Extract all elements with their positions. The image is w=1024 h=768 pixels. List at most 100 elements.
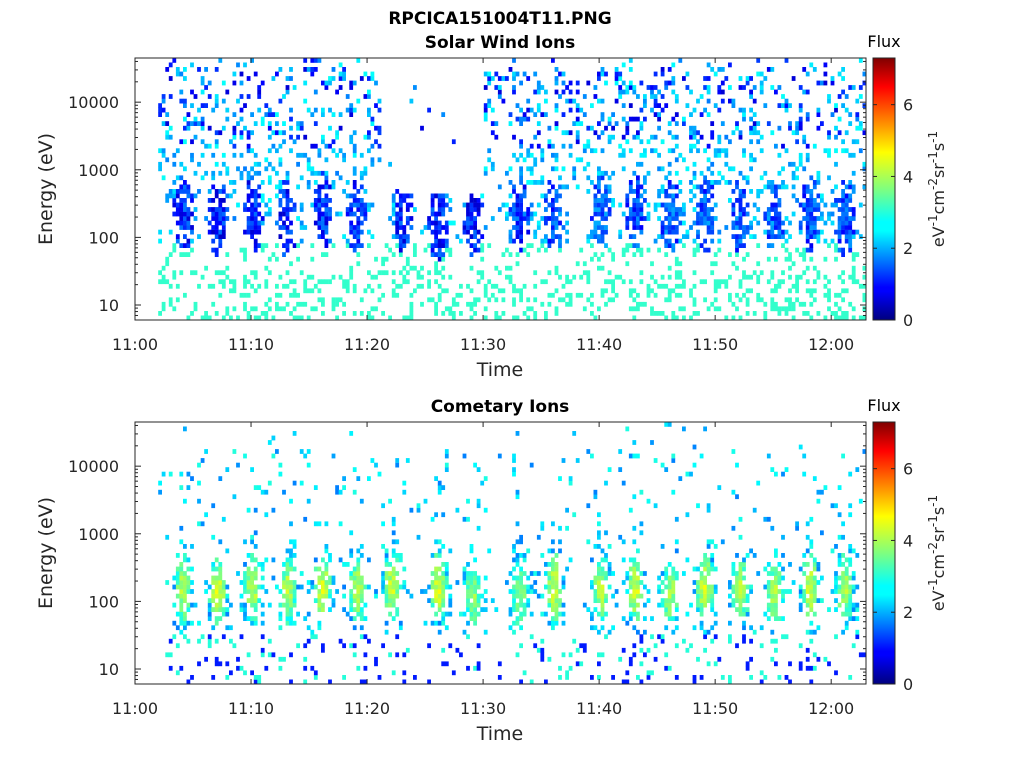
spectrogram-cell bbox=[352, 571, 357, 576]
spectrogram-cell bbox=[728, 675, 732, 680]
spectrogram-cell bbox=[437, 247, 442, 253]
spectrogram-cell bbox=[682, 638, 686, 644]
spectrogram-cell bbox=[745, 553, 750, 558]
spectrogram-cell bbox=[547, 548, 552, 554]
spectrogram-cell bbox=[812, 566, 817, 572]
spectrogram-cell bbox=[678, 306, 683, 312]
spectrogram-cell bbox=[324, 180, 329, 185]
spectrogram-cell bbox=[604, 480, 608, 486]
spectrogram-cell bbox=[285, 175, 290, 181]
spectrogram-cell bbox=[533, 161, 538, 167]
y-tick-label: 10 bbox=[99, 296, 119, 315]
spectrogram-cell bbox=[179, 575, 184, 581]
spectrogram-cell bbox=[175, 220, 180, 226]
spectrogram-cell bbox=[763, 566, 768, 572]
spectrogram-cell bbox=[359, 175, 364, 181]
spectrogram-cell bbox=[306, 638, 311, 644]
spectrogram-cell bbox=[423, 589, 428, 594]
spectrogram-cell bbox=[207, 220, 212, 226]
x-tick-label: 11:00 bbox=[112, 699, 158, 718]
spectrogram-cell bbox=[391, 234, 396, 239]
spectrogram-cell bbox=[204, 311, 208, 316]
spectrogram-cell bbox=[551, 557, 555, 563]
spectrogram-cell bbox=[568, 80, 573, 86]
spectrogram-cell bbox=[179, 220, 184, 226]
spectrogram-cell bbox=[816, 180, 821, 185]
spectrogram-cell bbox=[844, 611, 849, 617]
spectrogram-cell bbox=[352, 80, 357, 86]
spectrogram-cell bbox=[696, 584, 700, 590]
spectrogram-cell bbox=[183, 103, 187, 108]
spectrogram-cell bbox=[558, 611, 562, 617]
spectrogram-cell bbox=[451, 220, 456, 226]
spectrogram-cell bbox=[356, 611, 361, 617]
spectrogram-cell bbox=[303, 643, 308, 649]
spectrogram-cell bbox=[508, 589, 513, 594]
spectrogram-cell bbox=[469, 548, 474, 554]
spectrogram-cell bbox=[473, 611, 477, 617]
spectrogram-cell bbox=[437, 297, 442, 303]
spectrogram-cell bbox=[636, 580, 640, 585]
spectrogram-cell bbox=[724, 134, 729, 140]
spectrogram-cell bbox=[391, 252, 396, 257]
spectrogram-cell bbox=[299, 175, 304, 181]
spectrogram-cell bbox=[816, 216, 821, 221]
spectrogram-cell bbox=[250, 229, 254, 235]
spectrogram-cell bbox=[600, 71, 605, 77]
spectrogram-cell bbox=[703, 426, 707, 432]
spectrogram-cell bbox=[257, 161, 262, 167]
spectrogram-cell bbox=[830, 80, 835, 86]
spectrogram-cell bbox=[437, 580, 442, 585]
spectrogram-cell bbox=[512, 566, 516, 572]
spectrogram-cell bbox=[331, 67, 336, 72]
spectrogram-cell bbox=[844, 238, 849, 244]
spectrogram-cell bbox=[632, 602, 637, 608]
spectrogram-cell bbox=[781, 306, 785, 312]
spectrogram-cell bbox=[590, 243, 594, 248]
spectrogram-cell bbox=[738, 238, 743, 244]
spectrogram-cell bbox=[653, 85, 658, 90]
spectrogram-cell bbox=[590, 148, 594, 154]
spectrogram-cell bbox=[766, 279, 771, 285]
spectrogram-cell bbox=[788, 301, 792, 307]
spectrogram-cell bbox=[646, 292, 651, 298]
spectrogram-cell bbox=[643, 152, 647, 158]
spectrogram-cell bbox=[257, 107, 262, 113]
spectrogram-cell bbox=[172, 270, 177, 276]
spectrogram-cell bbox=[731, 98, 736, 104]
spectrogram-cell bbox=[299, 121, 304, 126]
spectrogram-cell bbox=[774, 220, 778, 226]
spectrogram-cell bbox=[834, 584, 838, 590]
spectrogram-cell bbox=[770, 566, 775, 572]
spectrogram-cell bbox=[713, 306, 718, 312]
spectrogram-cell bbox=[250, 616, 254, 621]
spectrogram-cell bbox=[671, 62, 676, 68]
spectrogram-cell bbox=[352, 575, 357, 581]
spectrogram-cell bbox=[731, 566, 736, 572]
spectrogram-cell bbox=[777, 125, 782, 131]
spectrogram-cell bbox=[706, 216, 711, 221]
spectrogram-cell bbox=[512, 607, 516, 612]
spectrogram-cell bbox=[841, 279, 845, 285]
spectrogram-cell bbox=[837, 315, 842, 320]
y-tick-label: 100 bbox=[88, 228, 119, 247]
spectrogram-cell bbox=[430, 193, 435, 199]
spectrogram-cell bbox=[444, 247, 449, 253]
spectrogram-cell bbox=[232, 449, 237, 454]
spectrogram-cell bbox=[508, 607, 513, 612]
spectrogram-cell bbox=[519, 238, 523, 244]
spectrogram-cell bbox=[816, 598, 821, 603]
spectrogram-cell bbox=[554, 193, 559, 199]
spectrogram-cell bbox=[522, 589, 527, 594]
spectrogram-cell bbox=[519, 152, 523, 158]
spectrogram-cell bbox=[628, 611, 633, 617]
spectrogram-cell bbox=[558, 247, 562, 253]
spectrogram-cell bbox=[572, 274, 577, 280]
spectrogram-cell bbox=[402, 679, 407, 684]
spectrogram-cell bbox=[352, 598, 357, 603]
spectrogram-cell bbox=[519, 580, 523, 585]
spectrogram-cell bbox=[572, 170, 577, 176]
spectrogram-cell bbox=[593, 130, 598, 136]
spectrogram-cell bbox=[692, 170, 697, 176]
spectrogram-cell bbox=[558, 207, 562, 212]
